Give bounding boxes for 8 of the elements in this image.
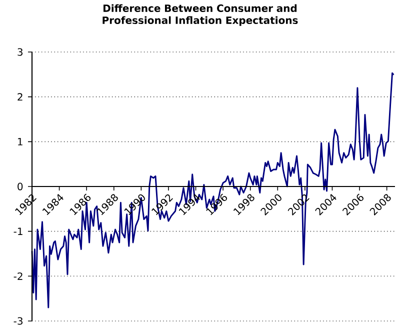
y-tick-label: 1: [18, 138, 22, 146]
y-tick-label: 2: [18, 93, 22, 101]
chart-title: Difference Between Consumer and Professional Inflation Expectations: [102, 4, 298, 26]
y-tick-label: -3: [14, 317, 22, 325]
y-tick-label: 3: [18, 48, 22, 56]
y-tick-label: -1: [14, 228, 22, 235]
y-tick-label: 0: [18, 182, 23, 190]
y-tick-label: -2: [14, 272, 22, 280]
